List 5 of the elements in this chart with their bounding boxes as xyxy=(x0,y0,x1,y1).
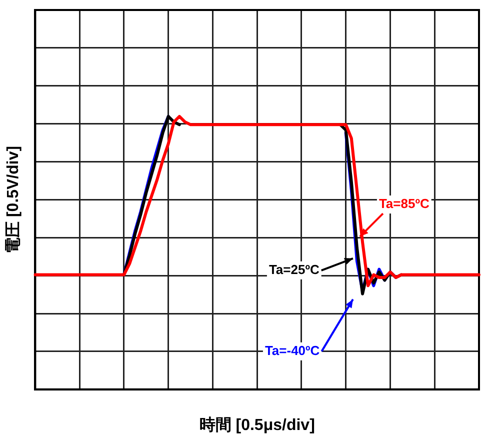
x-axis-title: 時間 [0.5μs/div] xyxy=(199,416,315,434)
text: Ta=-40ºC xyxy=(264,342,320,358)
y-axis-title: 電圧 [0.5V/div] xyxy=(4,146,22,254)
legend-label: Ta=25ºC xyxy=(268,262,320,277)
series-label: Ta=85ºC xyxy=(378,196,430,212)
